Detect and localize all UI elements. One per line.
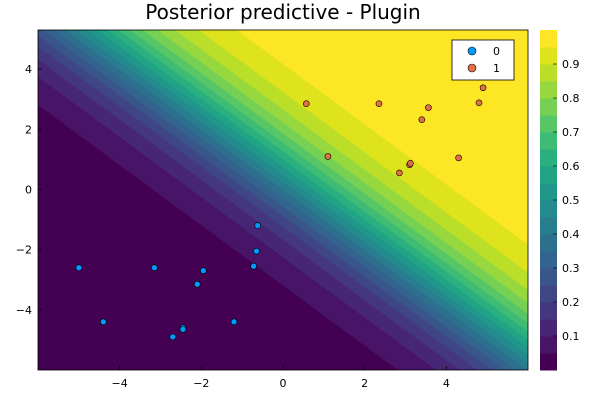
data-point-class-0 <box>193 280 201 288</box>
y-tick-label: −2 <box>16 244 32 257</box>
data-point-class-1 <box>455 154 462 162</box>
colorbar-band <box>540 64 557 82</box>
colorbar-band <box>540 81 557 99</box>
data-point-class-1 <box>479 84 487 92</box>
x-tick-label: −4 <box>112 377 128 390</box>
y-axis: −4 −2 0 2 4 <box>16 63 42 317</box>
data-point-class-1 <box>396 169 403 177</box>
legend-box <box>451 39 515 81</box>
colorbar-band <box>540 98 557 116</box>
contour-band <box>54 30 528 370</box>
colorbar-band <box>540 132 557 150</box>
colorbar-band <box>540 149 557 167</box>
data-point-class-0 <box>179 326 187 333</box>
colorbar-band <box>540 353 557 371</box>
colorbar-band <box>540 336 557 354</box>
colorbar-band <box>540 115 557 133</box>
colorbar-tick-label: 0.3 <box>562 262 580 275</box>
data-point-class-0 <box>250 262 257 270</box>
contour-band <box>142 30 528 315</box>
colorbar-band <box>540 200 557 218</box>
colorbar: 0.1 0.2 0.3 0.4 0.5 0.6 0.7 0.8 0.9 <box>540 30 580 371</box>
data-point-class-1 <box>407 159 414 167</box>
contour-band <box>129 30 528 324</box>
colorbar-tick-label: 0.8 <box>562 92 580 105</box>
colorbar-tick-label: 0.7 <box>562 126 580 139</box>
data-point-class-1 <box>425 104 432 111</box>
y-tick-label: 0 <box>25 183 32 196</box>
colorbar-band <box>540 268 557 286</box>
data-point-class-1 <box>375 100 383 108</box>
y-tick-label: −4 <box>16 304 32 317</box>
colorbar-tick-label: 0.5 <box>562 194 580 207</box>
x-tick-label: 2 <box>361 377 368 390</box>
y-tick-label: 4 <box>25 63 32 76</box>
contour-band <box>86 30 528 356</box>
colorbar-band <box>540 285 557 303</box>
colorbar-band <box>540 319 557 337</box>
legend-marker <box>467 63 477 73</box>
y-tick-label: 2 <box>25 123 32 136</box>
data-point-class-0 <box>151 264 158 271</box>
contour-band <box>96 30 528 348</box>
contour-band <box>118 30 528 333</box>
colorbar-band <box>540 302 557 320</box>
data-point-class-0 <box>230 318 238 326</box>
contour-band <box>38 30 506 370</box>
contour-band <box>76 30 528 363</box>
colorbar-band <box>540 217 557 235</box>
x-tick-label: 0 <box>280 377 287 390</box>
x-tick-label: 4 <box>443 377 450 390</box>
data-point-class-0 <box>253 247 260 255</box>
contour-fill <box>38 30 528 370</box>
data-point-class-1 <box>302 100 310 108</box>
colorbar-tick-label: 0.6 <box>562 160 580 173</box>
colorbar-band <box>540 47 557 65</box>
x-tick-label: −2 <box>193 377 209 390</box>
legend: 01 <box>451 39 515 81</box>
data-point-class-1 <box>418 116 426 123</box>
data-point-class-0 <box>169 333 177 341</box>
data-point-class-0 <box>75 264 83 271</box>
contour-band <box>236 30 528 245</box>
x-axis: −4 −2 0 2 4 <box>112 366 450 390</box>
contour-band <box>43 30 518 370</box>
colorbar-tick-label: 0.1 <box>562 330 580 343</box>
contour-band <box>107 30 528 341</box>
data-point-class-0 <box>200 267 207 275</box>
colorbar-tick-label: 0.4 <box>562 228 580 241</box>
legend-marker <box>467 46 477 56</box>
data-point-class-0 <box>100 318 107 326</box>
colorbar-band <box>540 166 557 184</box>
data-point-class-1 <box>475 99 483 107</box>
colorbar-band <box>540 30 557 48</box>
contour-band <box>198 30 528 273</box>
colorbar-tick-label: 0.2 <box>562 296 580 309</box>
data-point-class-0 <box>254 222 261 229</box>
data-point-class-1 <box>324 153 332 160</box>
legend-label: 0 <box>493 45 500 58</box>
colorbar-band <box>540 234 557 252</box>
legend-label: 1 <box>493 62 500 75</box>
colorbar-band <box>540 251 557 269</box>
contour-band <box>175 30 528 291</box>
chart-title: Posterior predictive - Plugin <box>145 0 420 24</box>
scatter-points <box>75 84 487 341</box>
colorbar-band <box>540 183 557 201</box>
colorbar-tick-label: 0.9 <box>562 58 580 71</box>
contour-band <box>157 30 528 304</box>
